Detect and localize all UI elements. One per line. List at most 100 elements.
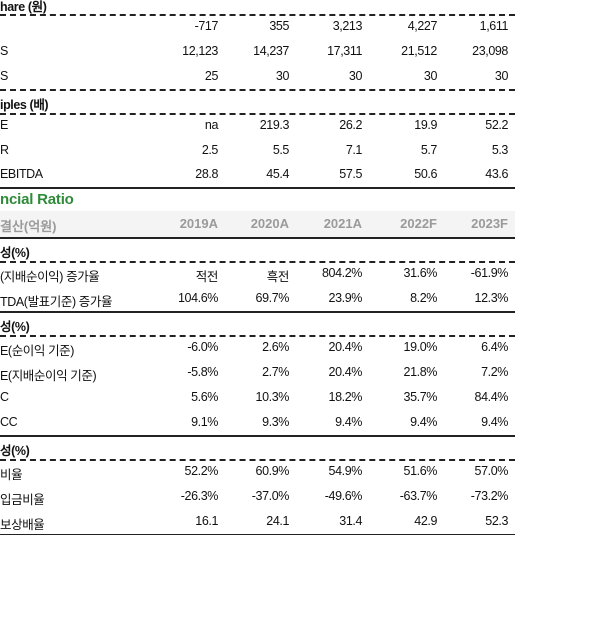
cell: 50.6 <box>414 167 437 181</box>
divider <box>0 335 515 337</box>
table-row: 보상배율 16.1 24.1 31.4 42.9 52.3 <box>0 509 515 534</box>
table-row: E na 219.3 26.2 19.9 52.2 <box>0 113 515 138</box>
year-label: 2020A <box>250 216 289 231</box>
year-label: 2019A <box>179 216 218 231</box>
row-label: EBITDA <box>0 167 43 181</box>
cell: 219.3 <box>259 118 290 132</box>
cell: 20.4% <box>328 340 363 354</box>
cell: 45.4 <box>266 167 289 181</box>
row-label: R <box>0 143 9 157</box>
row-label: E <box>0 118 8 132</box>
cell: 30 <box>494 69 509 83</box>
divider <box>0 89 515 91</box>
section-label: 성(%) <box>0 320 30 334</box>
table-row: CC 9.1% 9.3% 9.4% 9.4% 9.4% <box>0 410 515 435</box>
cell: 42.9 <box>414 514 437 528</box>
cell: 23,098 <box>472 44 508 58</box>
table-row: 입금비율 -26.3% -37.0% -49.6% -63.7% -73.2% <box>0 484 515 509</box>
table-row: (지배순이익) 증가율 적전 흑전 804.2% 31.6% -61.9% <box>0 261 515 286</box>
cell: 18.2% <box>328 390 363 404</box>
cell: -63.7% <box>399 489 438 503</box>
cell: 51.6% <box>403 464 438 478</box>
row-label: C <box>0 390 9 404</box>
cell: 21,512 <box>401 44 437 58</box>
cell: na <box>204 118 219 132</box>
cell: -26.3% <box>180 489 219 503</box>
cell: 12.3% <box>474 291 509 305</box>
table-row: 비율 52.2% 60.9% 54.9% 51.6% 57.0% <box>0 459 515 484</box>
cell: 28.8 <box>195 167 218 181</box>
cell: 5.5 <box>272 143 290 157</box>
section-label: iples (배) <box>0 98 49 112</box>
divider <box>0 459 515 461</box>
cell: 9.4% <box>335 415 362 429</box>
section-label: 성(%) <box>0 444 30 458</box>
cell: 60.9% <box>255 464 290 478</box>
table-row: S 12,123 14,237 17,311 21,512 23,098 <box>0 39 515 64</box>
row-label: E(지배순이익 기준) <box>0 369 97 383</box>
cell: 804.2% <box>322 266 362 280</box>
cell: 4,227 <box>407 19 438 33</box>
cell: 24.1 <box>266 514 289 528</box>
cell: 52.3 <box>485 514 508 528</box>
cell: 30 <box>348 69 363 83</box>
cell: 57.0% <box>474 464 509 478</box>
cell: 7.2% <box>481 365 508 379</box>
cell: 16.1 <box>195 514 218 528</box>
section-profitability: 성(%) <box>0 311 515 336</box>
cell: 26.2 <box>339 118 362 132</box>
table-title: ncial Ratio <box>0 191 74 208</box>
cell: -5.8% <box>187 365 218 379</box>
cell: 17,311 <box>327 44 362 58</box>
cell: 31.6% <box>403 266 438 280</box>
cell: 355 <box>269 19 289 33</box>
table-row: E(지배순이익 기준) -5.8% 2.7% 20.4% 21.8% 7.2% <box>0 360 515 385</box>
cell: 9.3% <box>262 415 289 429</box>
cell: 43.6 <box>485 167 508 181</box>
cell: 6.4% <box>481 340 508 354</box>
table-row: -717 355 3,213 4,227 1,611 <box>0 14 515 39</box>
row-label: CC <box>0 415 18 429</box>
cell: 57.5 <box>339 167 362 181</box>
row-label: S <box>0 69 8 83</box>
cell: 2.6% <box>262 340 289 354</box>
cell: 30 <box>423 69 438 83</box>
row-label: TDA(발표기준) 증가율 <box>0 295 113 309</box>
cell: 흑전 <box>266 270 290 284</box>
table-row: TDA(발표기준) 증가율 104.6% 69.7% 23.9% 8.2% 12… <box>0 286 515 311</box>
table-bottom-border <box>0 534 515 535</box>
table-row: EBITDA 28.8 45.4 57.5 50.6 43.6 <box>0 162 515 187</box>
section-label: 성(%) <box>0 246 30 260</box>
section-label: hare (원) <box>0 0 47 14</box>
cell: -6.0% <box>187 340 218 354</box>
cell: 19.0% <box>403 340 438 354</box>
cell: 5.3 <box>491 143 509 157</box>
row-label: 비율 <box>0 468 23 482</box>
row-label: 보상배율 <box>0 518 45 532</box>
cell: 14,237 <box>253 44 289 58</box>
section-stability: 성(%) <box>0 435 515 460</box>
year-label: 2023F <box>471 216 508 231</box>
cell: 5.7 <box>420 143 438 157</box>
divider <box>0 261 515 263</box>
table-row: R 2.5 5.5 7.1 5.7 5.3 <box>0 138 515 163</box>
cell: 2.7% <box>262 365 289 379</box>
header-label: 결산(억원) <box>0 219 57 234</box>
cell: 69.7% <box>255 291 290 305</box>
cell: 30 <box>275 69 290 83</box>
year-header: 결산(억원) 2019A 2020A 2021A 2022F 2023F <box>0 211 515 237</box>
cell: 31.4 <box>339 514 362 528</box>
cell: 20.4% <box>328 365 363 379</box>
table-row: C 5.6% 10.3% 18.2% 35.7% 84.4% <box>0 385 515 410</box>
cell: 23.9% <box>328 291 363 305</box>
row-label: (지배순이익) 증가율 <box>0 270 100 284</box>
divider <box>0 14 515 16</box>
cell: -61.9% <box>470 266 509 280</box>
cell: 10.3% <box>255 390 290 404</box>
cell: 84.4% <box>474 390 509 404</box>
cell: 5.6% <box>191 390 218 404</box>
divider <box>0 237 515 239</box>
cell: -37.0% <box>251 489 290 503</box>
section-growth: 성(%) <box>0 237 515 262</box>
cell: 적전 <box>195 270 219 284</box>
